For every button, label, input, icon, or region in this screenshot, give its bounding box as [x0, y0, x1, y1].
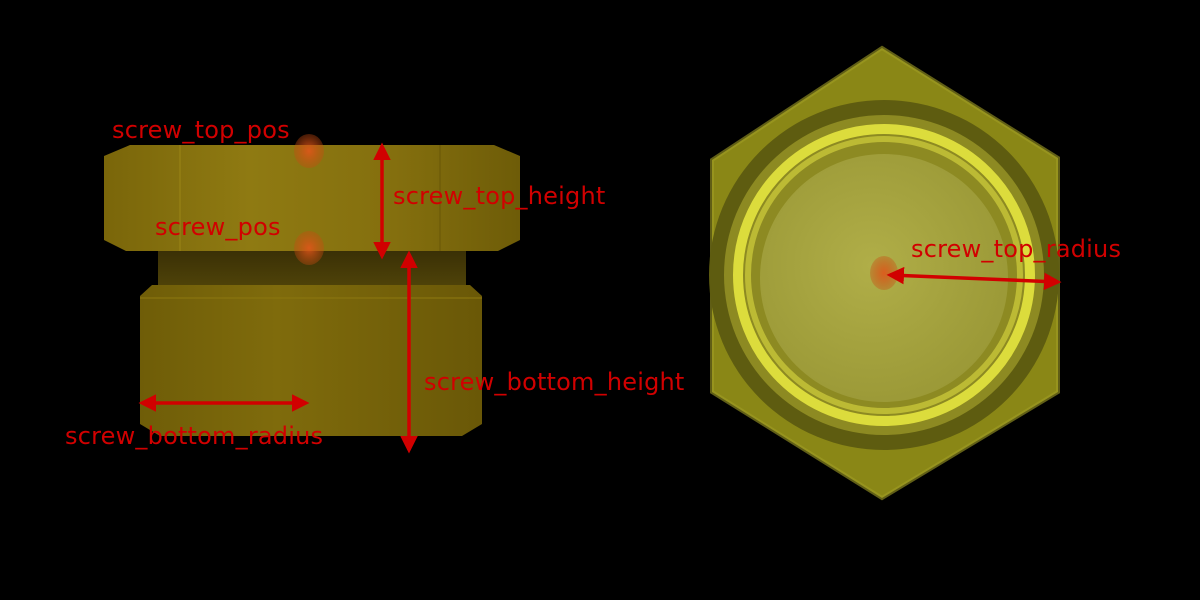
- screw-top-radius-label: screw_top_radius: [911, 235, 1122, 263]
- screw-top-cap: [104, 145, 520, 251]
- screw-top-height-label: screw_top_height: [393, 182, 606, 210]
- screw-top-pos-label: screw_top_pos: [112, 116, 290, 144]
- screw-bottom-body: [140, 285, 482, 436]
- screw-top-pos-marker: [294, 134, 324, 168]
- screw-top-center-marker: [870, 256, 898, 290]
- annotations: [138, 142, 1062, 454]
- top-hex-edge: [710, 45, 1060, 501]
- top-view: [709, 45, 1060, 501]
- screw-bottom-height-label: screw_bottom_height: [424, 368, 685, 396]
- screw-bottom-radius-label: screw_bottom_radius: [65, 422, 324, 450]
- screw-top-radius-arrow: [886, 266, 1062, 291]
- screw-pos-label: screw_pos: [155, 213, 281, 241]
- screw-pos-marker: [294, 231, 324, 265]
